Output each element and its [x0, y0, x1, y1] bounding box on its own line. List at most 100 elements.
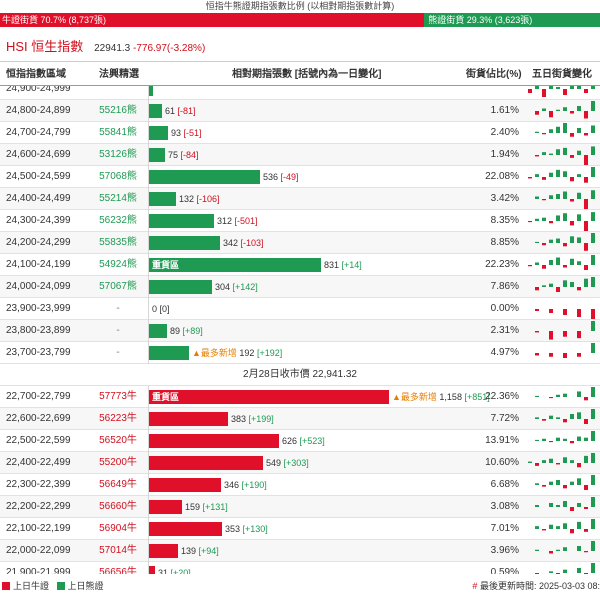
product-code-link[interactable]: 55841熊: [99, 127, 137, 138]
product-code-link[interactable]: 57014牛: [99, 545, 137, 556]
contracts-bar: [149, 280, 212, 294]
table-row[interactable]: 22,100-22,199 56904牛 353 [+130] 7.01%: [0, 518, 600, 540]
contracts-bar: [149, 412, 228, 426]
sparkline-bar: [528, 177, 532, 179]
product-code-link[interactable]: 57068熊: [99, 171, 137, 182]
sparkline-bar: [535, 353, 539, 356]
contracts-bar: [149, 478, 221, 492]
sparkline-bar: [591, 146, 595, 155]
product-code-link[interactable]: 56656牛: [99, 567, 137, 574]
table-row[interactable]: 24,400-24,499 55214熊 132 [-106] 3.42%: [0, 188, 600, 210]
contracts-label: 139 [+94]: [181, 540, 219, 562]
table-row[interactable]: 24,100-24,199 54924熊 重貨區 831 [+14] 22.23%: [0, 254, 600, 276]
product-code-link[interactable]: 56520牛: [99, 435, 137, 446]
five-day-change-sparkline: [535, 541, 595, 554]
sparkline-bar: [542, 243, 546, 246]
table-row[interactable]: 24,600-24,699 53126熊 75 [-84] 1.94%: [0, 144, 600, 166]
table-row[interactable]: 22,000-22,099 57014牛 139 [+94] 3.96%: [0, 540, 600, 562]
contracts-value: 1,158: [439, 392, 465, 402]
contracts-bar: [149, 522, 222, 536]
sparkline-bar: [556, 417, 560, 419]
table-row[interactable]: 22,200-22,299 56660牛 159 [+131] 3.08%: [0, 496, 600, 518]
product-code-link[interactable]: 55214熊: [99, 193, 137, 204]
table-row[interactable]: 24,000-24,099 57067熊 304 [+142] 7.86%: [0, 276, 600, 298]
cbbc-table[interactable]: 24,900-24,999 24,800-24,899 55216熊 61 [-81…: [0, 86, 600, 574]
col-range-header: 恒指指數區域: [6, 69, 66, 80]
sparkline-bar: [591, 212, 595, 221]
table-row[interactable]: 24,200-24,299 55835熊 342 [-103] 8.85%: [0, 232, 600, 254]
five-day-change-sparkline: [535, 387, 595, 401]
range-cell: 24,100-24,199: [6, 259, 71, 270]
contracts-bar: [149, 346, 189, 360]
table-row[interactable]: 23,900-23,999 - 0 [0] 0.00%: [0, 298, 600, 320]
five-day-change-sparkline: [535, 190, 595, 209]
table-row[interactable]: 22,700-22,799 57773牛 重貨區 ▲最多新增 1,158 [+851]…: [0, 386, 600, 408]
legend-bull-swatch: [2, 582, 10, 590]
product-code-link[interactable]: 56649牛: [99, 479, 137, 490]
range-cell: 24,200-24,299: [6, 237, 71, 248]
sparkline-bar: [549, 353, 553, 357]
sparkline-bar: [542, 265, 546, 269]
product-code-link[interactable]: 55216熊: [99, 105, 137, 116]
product-code-link[interactable]: 55835熊: [99, 237, 137, 248]
range-cell: 24,500-24,599: [6, 171, 71, 182]
table-row[interactable]: 22,300-22,399 56649牛 346 [+190] 6.68%: [0, 474, 600, 496]
contracts-delta: [+14]: [341, 260, 362, 270]
contracts-value: 192: [239, 348, 257, 358]
table-row[interactable]: 24,500-24,599 57068熊 536 [-49] 22.08%: [0, 166, 600, 188]
sparkline-bar: [563, 213, 567, 221]
contracts-bar: [149, 456, 263, 470]
col-5day-header: 五日街貨變化: [532, 69, 592, 80]
table-row[interactable]: 22,600-22,699 56223牛 383 [+199] 7.72%: [0, 408, 600, 430]
sparkline-bar: [577, 86, 581, 89]
product-code-link[interactable]: 53126熊: [99, 149, 137, 160]
sparkline-bar: [563, 353, 567, 358]
sparkline-bar: [542, 133, 546, 135]
table-row[interactable]: 24,800-24,899 55216熊 61 [-81] 1.61%: [0, 100, 600, 122]
sparkline-bar: [556, 287, 560, 292]
range-cell: 22,200-22,299: [6, 501, 71, 512]
contracts-delta: [+190]: [241, 480, 267, 490]
sparkline-bar: [563, 191, 567, 199]
sparkline-bar: [584, 419, 588, 424]
table-row[interactable]: 23,800-23,899 - 89 [+89] 2.31%: [0, 320, 600, 342]
range-cell: 23,700-23,799: [6, 347, 71, 358]
sparkline-bar: [535, 131, 539, 133]
bar-cell: 重貨區 831 [+14]: [148, 254, 448, 276]
table-row[interactable]: 22,500-22,599 56520牛 626 [+523] 13.91%: [0, 430, 600, 452]
sparkline-bar: [584, 243, 588, 251]
table-row[interactable]: 21,900-21,999 56656牛 31 [+20] 0.59%: [0, 562, 600, 574]
sparkline-bar: [584, 111, 588, 119]
product-code-link[interactable]: 56904牛: [99, 523, 137, 534]
product-code-link[interactable]: 57067熊: [99, 281, 137, 292]
contracts-bar: [149, 148, 165, 162]
sparkline-bar: [563, 89, 567, 95]
table-row[interactable]: 24,700-24,799 55841熊 93 [-51] 2.40%: [0, 122, 600, 144]
five-day-change-sparkline: [535, 321, 595, 340]
table-row[interactable]: 24,300-24,399 56232熊 312 [-501] 8.35%: [0, 210, 600, 232]
product-code-link[interactable]: 57773牛: [99, 391, 137, 402]
legend: 上日牛證 上日熊證: [2, 578, 104, 594]
sparkline-bar: [535, 417, 539, 419]
table-row[interactable]: 24,900-24,999: [0, 86, 600, 100]
bar-cell: 0 [0]: [148, 298, 448, 320]
sparkline-bar: [584, 397, 588, 401]
sparkline-bar: [563, 123, 567, 133]
product-code-link[interactable]: 54924熊: [99, 259, 137, 270]
product-code-link[interactable]: 55200牛: [99, 457, 137, 468]
product-code-link[interactable]: 56232熊: [99, 215, 137, 226]
sparkline-bar: [535, 439, 539, 441]
sparkline-bar: [549, 441, 553, 443]
product-code-link[interactable]: 56223牛: [99, 413, 137, 424]
five-day-change-sparkline: [535, 309, 595, 319]
sparkline-bar: [556, 526, 560, 529]
bar-cell: 139 [+94]: [148, 540, 448, 562]
outstanding-pct: 2.31%: [490, 325, 519, 336]
sparkline-bar: [535, 174, 539, 177]
table-row[interactable]: 22,400-22,499 55200牛 549 [+303] 10.60%: [0, 452, 600, 474]
product-code-link[interactable]: 56660牛: [99, 501, 137, 512]
contracts-value: 549: [266, 458, 284, 468]
table-row[interactable]: 23,700-23,799 - ▲最多新增 192 [+192] 4.97%: [0, 342, 600, 364]
sparkline-bar: [528, 221, 532, 223]
sparkline-bar: [570, 133, 574, 137]
